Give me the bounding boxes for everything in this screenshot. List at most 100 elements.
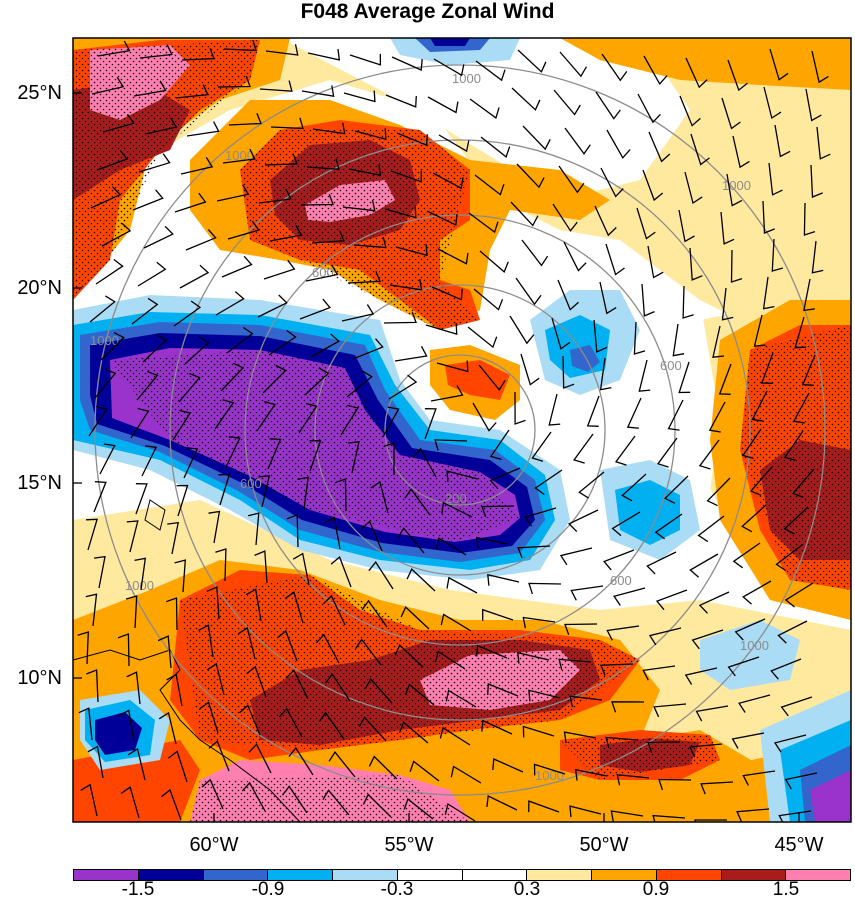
wind-barb — [383, 311, 417, 324]
wind-barb — [80, 783, 98, 817]
wind-barb — [658, 778, 692, 791]
wind-barb — [88, 405, 108, 437]
wind-barb — [158, 711, 177, 745]
wind-barb — [206, 662, 225, 696]
ring-label: 1000 — [722, 178, 751, 193]
ring-label: 600 — [240, 476, 262, 491]
lon-label-50w: 50°W — [579, 834, 629, 856]
wind-barb — [557, 279, 579, 311]
wind-barb — [727, 59, 748, 92]
wind-barb — [469, 98, 500, 119]
wind-barb — [626, 397, 642, 429]
wind-barb — [601, 53, 628, 82]
wind-barb — [792, 392, 810, 424]
wind-barb — [647, 741, 681, 754]
wind-barb — [223, 39, 257, 52]
colorbar-label: -0.9 — [251, 879, 285, 900]
wind-barb — [768, 162, 783, 196]
wind-barb — [563, 241, 587, 272]
wind-barb — [741, 428, 762, 460]
wind-barb — [360, 520, 383, 552]
wind-barb — [614, 435, 636, 466]
colorbar-label: 1.5 — [772, 879, 800, 900]
wind-barb — [143, 225, 174, 249]
wind-barb — [482, 608, 514, 621]
wind-barb — [548, 393, 561, 426]
wind-barb — [281, 785, 308, 814]
wind-barb — [524, 507, 557, 527]
wind-barb — [228, 112, 262, 126]
wind-barb — [648, 627, 682, 646]
wind-barb — [780, 696, 813, 717]
wind-barb — [637, 93, 661, 124]
wind-barb — [126, 520, 139, 553]
coastline — [73, 649, 301, 822]
wind-barb — [487, 683, 519, 697]
wind-barb — [763, 86, 782, 120]
wind-barb — [305, 264, 339, 282]
wind-barb — [528, 582, 562, 595]
wind-barb — [133, 80, 167, 97]
wind-barb — [142, 334, 168, 363]
colorbar-cell — [74, 870, 139, 880]
wind-barb — [684, 171, 703, 205]
wind-barb — [347, 270, 381, 284]
wind-barb — [178, 372, 201, 403]
wind-barb — [318, 711, 345, 740]
wind-barb — [511, 87, 541, 111]
wind-barb — [167, 521, 180, 555]
wind-barb — [312, 122, 346, 135]
wind-barb — [435, 537, 467, 556]
wind-barb — [368, 560, 394, 590]
wind-barb — [600, 167, 624, 198]
wind-barb — [562, 355, 575, 389]
wind-barb — [315, 633, 340, 664]
wind-barb — [185, 229, 217, 251]
wind-barb — [784, 582, 814, 608]
wind-barb — [398, 721, 429, 744]
wind-barb — [267, 438, 282, 470]
wind-barb — [551, 317, 571, 350]
wind-barb — [479, 250, 509, 273]
wind-barb — [77, 631, 89, 665]
wind-barb — [603, 549, 635, 571]
wind-barb — [749, 466, 773, 496]
lat-label-20n: 20°N — [17, 277, 62, 299]
wind-barb — [166, 673, 183, 707]
wind-barb — [708, 401, 726, 433]
wind-barb — [522, 616, 556, 629]
wind-barb — [168, 750, 188, 783]
wind-barb — [811, 240, 824, 274]
wind-barb — [731, 732, 765, 749]
wind-barb — [285, 669, 309, 700]
wind-barb — [409, 760, 440, 782]
wind-barb — [257, 294, 288, 318]
wind-barb — [310, 333, 340, 358]
significance-stippling — [73, 40, 851, 822]
lon-label-45w: 45°W — [774, 834, 824, 856]
wind-barb — [328, 750, 356, 778]
wind-barb — [478, 364, 506, 391]
wind-barb — [91, 77, 125, 95]
wind-barb — [698, 439, 720, 470]
wind-barb — [330, 556, 352, 588]
wind-barb — [180, 157, 214, 175]
wind-barb — [130, 407, 150, 439]
wind-barb — [690, 133, 710, 166]
colorbar-cell — [786, 870, 850, 880]
wind-barb — [385, 94, 417, 108]
wind-barb — [436, 360, 469, 373]
wind-barb — [801, 354, 816, 386]
wind-barb — [348, 441, 360, 474]
wind-barb — [100, 332, 125, 361]
wind-barb — [370, 480, 389, 514]
wind-barb — [254, 550, 268, 584]
wind-barb — [85, 593, 98, 627]
wind-barb — [288, 746, 314, 776]
wind-barb — [574, 768, 608, 781]
lon-label-55w: 55°W — [384, 834, 434, 856]
wind-barb — [509, 315, 535, 345]
wind-barb — [621, 473, 647, 502]
colorbar-cell — [462, 870, 528, 880]
wind-barb — [605, 243, 625, 276]
